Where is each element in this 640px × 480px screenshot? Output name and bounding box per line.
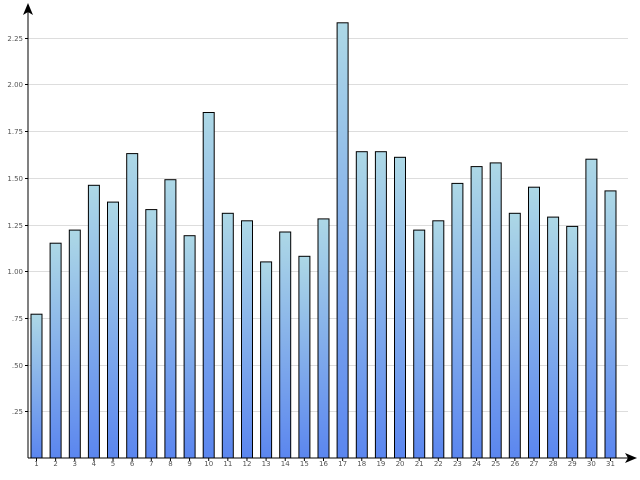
y-tick-label: .75 xyxy=(12,315,23,323)
y-axis-arrow-icon xyxy=(23,3,33,15)
bar xyxy=(241,220,253,459)
y-tick-label: 1.50 xyxy=(7,175,23,183)
x-tick-label: 1 xyxy=(34,460,38,468)
x-axis-arrow-icon xyxy=(625,453,637,463)
bar xyxy=(279,231,292,459)
bar xyxy=(432,220,445,459)
bars xyxy=(30,22,617,459)
x-tick-label: 28 xyxy=(549,460,558,468)
bar xyxy=(145,209,158,459)
x-tick-label: 25 xyxy=(491,460,500,468)
x-tick-label: 8 xyxy=(168,460,172,468)
x-tick-label: 13 xyxy=(262,460,271,468)
x-tick-label: 20 xyxy=(396,460,405,468)
x-tick-label: 6 xyxy=(130,460,135,468)
y-tick-label: .25 xyxy=(12,408,23,416)
bar xyxy=(394,156,406,459)
x-tick-label: 4 xyxy=(92,460,97,468)
x-tick-label: 14 xyxy=(281,460,290,468)
y-tick-label: 2.25 xyxy=(7,35,23,43)
x-tick-label: 2 xyxy=(53,460,57,468)
x-tick-label: 16 xyxy=(319,460,328,468)
y-tick-labels: .25 .50 .75 1.00 1.25 1.50 1.75 2.00 2.25 xyxy=(7,35,23,416)
bar xyxy=(336,22,349,459)
bar xyxy=(413,229,426,459)
x-tick-label: 18 xyxy=(357,460,366,468)
bar xyxy=(260,261,273,459)
bar xyxy=(451,182,464,459)
axes xyxy=(23,3,637,463)
bar xyxy=(221,212,234,459)
bar xyxy=(585,158,598,459)
x-tick-label: 22 xyxy=(434,460,443,468)
bar xyxy=(528,186,540,459)
bar xyxy=(298,255,311,459)
bar xyxy=(566,225,579,459)
x-tick-label: 17 xyxy=(338,460,347,468)
x-tick-label: 23 xyxy=(453,460,462,468)
x-tick-label: 5 xyxy=(111,460,115,468)
x-tick-label: 10 xyxy=(204,460,213,468)
x-tick-label: 31 xyxy=(606,460,615,468)
x-tick-label: 27 xyxy=(530,460,539,468)
y-tick-label: 1.00 xyxy=(7,268,23,276)
bar xyxy=(470,166,483,459)
bar xyxy=(68,229,81,459)
bar xyxy=(107,201,119,459)
bar xyxy=(164,179,177,459)
bar xyxy=(508,212,521,459)
bar xyxy=(604,190,617,459)
y-tick-label: 1.25 xyxy=(7,222,23,230)
x-tick-label: 30 xyxy=(587,460,596,468)
bar xyxy=(374,151,387,459)
bar xyxy=(317,218,330,459)
x-tick-label: 15 xyxy=(300,460,309,468)
x-tick-label: 24 xyxy=(472,460,481,468)
y-tick-label: 1.75 xyxy=(7,128,23,136)
y-tick-label: .50 xyxy=(12,362,23,370)
bar xyxy=(489,162,502,459)
bar xyxy=(355,151,368,459)
x-tick-label: 3 xyxy=(73,460,77,468)
bar xyxy=(49,242,62,459)
y-tick-label: 2.00 xyxy=(7,81,23,89)
x-tick-label: 21 xyxy=(415,460,424,468)
bar xyxy=(202,112,215,459)
bar xyxy=(30,313,43,459)
bar xyxy=(87,184,100,459)
bar xyxy=(126,153,139,459)
x-tick-labels: 1 2 3 4 5 6 7 8 9 10 11 12 13 14 15 16 17 18 19 20 21 22 23 24 2… xyxy=(34,458,615,468)
bar xyxy=(183,235,196,459)
x-tick-label: 12 xyxy=(243,460,252,468)
x-tick-label: 19 xyxy=(376,460,385,468)
x-tick-label: 11 xyxy=(223,460,232,468)
x-tick-label: 9 xyxy=(187,460,191,468)
x-tick-label: 29 xyxy=(568,460,577,468)
x-tick-label: 26 xyxy=(510,460,519,468)
bar xyxy=(547,216,560,459)
x-tick-label: 7 xyxy=(149,460,153,468)
